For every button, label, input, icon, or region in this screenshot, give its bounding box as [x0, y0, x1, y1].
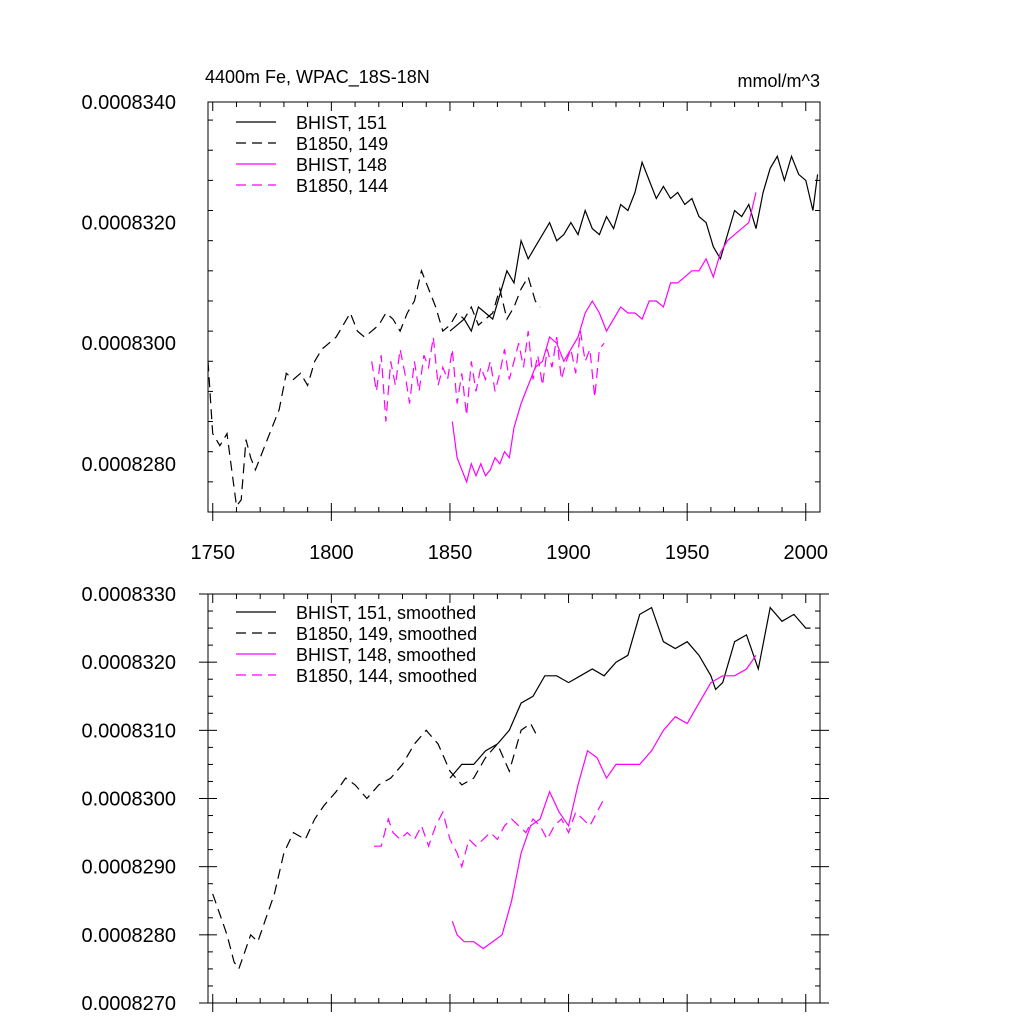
top-panel: 4400m Fe, WPAC_18S-18N mmol/m^3 1750 1800…	[81, 67, 828, 564]
y-tick-label: 0.0008290	[81, 857, 176, 879]
legend-label: B1850, 144, smoothed	[296, 666, 477, 686]
legend-label: B1850, 149, smoothed	[296, 624, 477, 644]
x-tick-label: 1900	[546, 542, 591, 564]
x-tick-label: 2000	[784, 542, 829, 564]
y-tick-label: 0.0008280	[81, 925, 176, 947]
plot-frame	[207, 101, 821, 513]
x-tick-label: 1950	[665, 542, 710, 564]
y-tick-label: 0.0008300	[81, 333, 176, 355]
legend-label: BHIST, 148, smoothed	[296, 645, 476, 665]
y-tick-label: 0.0008270	[81, 993, 176, 1015]
y-tick-label: 0.0008320	[81, 652, 176, 674]
y-tick-label: 0.0008330	[81, 584, 176, 606]
series-line	[449, 154, 819, 333]
bottom-panel: 0.0008270 0.0008280 0.0008290 0.0008300 0.00…	[81, 584, 829, 1015]
series-line	[451, 654, 757, 950]
top-title-right: mmol/m^3	[738, 71, 820, 91]
y-tick-label: 0.0008340	[81, 92, 176, 114]
series-line	[371, 331, 605, 422]
series-line	[449, 606, 811, 779]
legend-label: B1850, 144	[296, 176, 388, 196]
x-tick-label: 1800	[309, 542, 354, 564]
series-line	[374, 798, 605, 869]
y-tick-label: 0.0008280	[81, 454, 176, 476]
x-tick-label: 1850	[428, 542, 473, 564]
series-line	[451, 192, 757, 484]
y-tick-label: 0.0008320	[81, 213, 176, 235]
series-line	[207, 268, 541, 508]
legend-label: BHIST, 151	[296, 113, 387, 133]
legend-label: BHIST, 151, smoothed	[296, 603, 476, 623]
y-tick-label: 0.0008310	[81, 720, 176, 742]
legend-label: B1850, 149	[296, 134, 388, 154]
top-title-left: 4400m Fe, WPAC_18S-18N	[205, 67, 430, 88]
legend-label: BHIST, 148	[296, 155, 387, 175]
series-line	[212, 722, 539, 971]
x-tick-label: 1750	[190, 542, 235, 564]
y-tick-label: 0.0008300	[81, 789, 176, 811]
